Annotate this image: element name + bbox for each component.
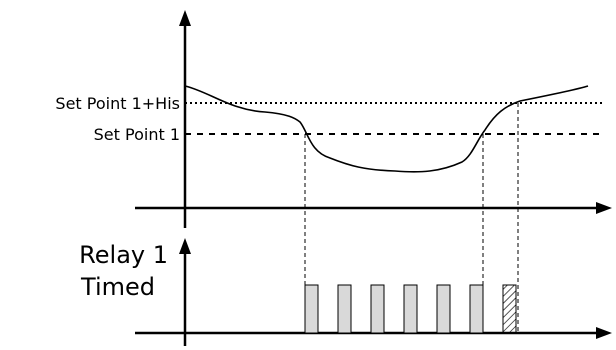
timed-label: Timed xyxy=(80,273,155,301)
relay-pulse xyxy=(469,284,484,334)
relay-label: Relay 1 xyxy=(79,241,168,269)
relay-pulse-hatched xyxy=(502,284,517,334)
relay-pulse xyxy=(436,284,451,334)
lower-y-axis-arrowhead xyxy=(179,238,191,254)
upper-y-axis-arrowhead xyxy=(179,10,191,26)
relay-pulse xyxy=(337,284,352,334)
setpoint-his-label: Set Point 1+His xyxy=(55,94,180,113)
setpoint-label: Set Point 1 xyxy=(94,125,180,144)
upper-x-axis-arrowhead xyxy=(596,202,612,214)
lower-x-axis-arrowhead xyxy=(596,327,612,339)
relay-pulse xyxy=(403,284,418,334)
relay-pulse xyxy=(304,284,319,334)
process-variable-curve xyxy=(184,85,589,173)
relay-pulse xyxy=(370,284,385,334)
